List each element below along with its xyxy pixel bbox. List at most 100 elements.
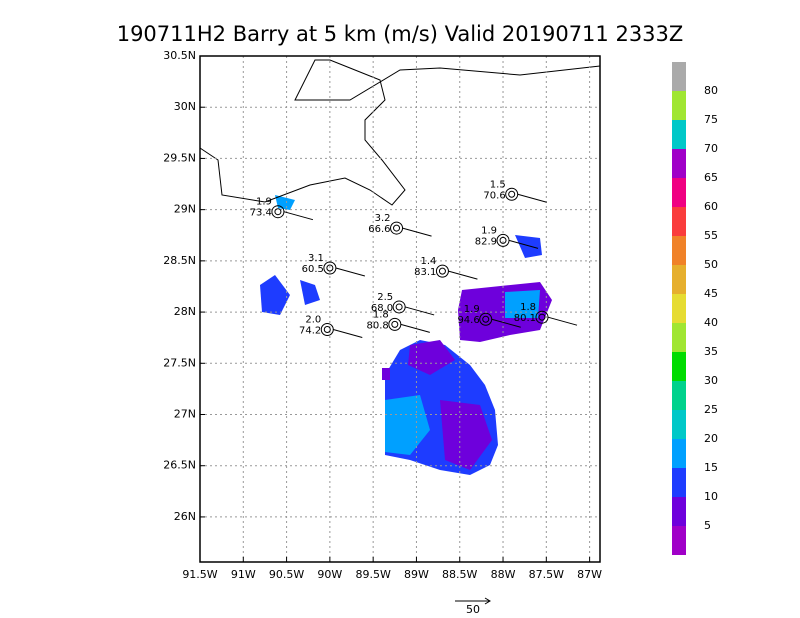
station-marker	[388, 317, 402, 331]
x-tick-label: 90W	[317, 568, 342, 581]
echo-region	[505, 290, 540, 318]
echo-region	[385, 395, 430, 455]
reference-arrowhead	[484, 597, 491, 605]
station-label: 70.6	[483, 190, 505, 201]
wind-barb	[400, 323, 430, 333]
colorbar-swatch	[672, 497, 686, 526]
colorbar-swatch	[672, 439, 686, 468]
wind-barb	[402, 227, 432, 237]
x-tick-label: 90.5W	[269, 568, 304, 581]
map-frame	[199, 55, 601, 563]
y-tick-label: 30.5N	[163, 49, 196, 62]
station-label: 82.9	[475, 236, 497, 247]
station-label: 83.1	[414, 267, 436, 278]
station-marker-inner	[326, 264, 334, 272]
wind-barb	[405, 306, 435, 316]
colorbar-label: 15	[704, 461, 718, 474]
colorbar-label: 45	[704, 287, 718, 300]
station-label: 3.1	[308, 253, 324, 264]
y-tick-label: 26.5N	[163, 459, 196, 472]
echo-field	[260, 195, 552, 475]
echo-region	[260, 275, 290, 315]
x-tick-label: 87.5W	[529, 568, 564, 581]
wind-barb	[491, 318, 521, 328]
station-label: 94.6	[457, 315, 479, 326]
colorbar-swatch	[672, 410, 686, 439]
station-label: 2.0	[305, 314, 321, 325]
station-label: 1.9	[256, 197, 272, 208]
colorbar-label: 75	[704, 113, 718, 126]
y-tick-label: 28N	[174, 305, 196, 318]
station-marker	[320, 322, 334, 336]
x-tick-label: 89.5W	[355, 568, 390, 581]
coastline	[199, 59, 601, 206]
colorbar-swatch	[672, 91, 686, 120]
colorbar-label: 65	[704, 171, 718, 184]
wind-barb	[335, 267, 366, 277]
station-label: 1.4	[421, 256, 437, 267]
reference-label: 50	[466, 603, 480, 616]
y-tick-label: 29N	[174, 203, 196, 216]
colorbar-swatch	[672, 62, 686, 91]
station-marker-inner	[499, 236, 507, 244]
colorbar-label: 5	[704, 519, 711, 532]
station-label: 1.9	[464, 304, 480, 315]
echo-region	[408, 340, 455, 375]
echo-region	[300, 280, 320, 305]
colorbar-swatch	[672, 352, 686, 381]
station-marker-inner	[391, 320, 399, 328]
colorbar-label: 35	[704, 345, 718, 358]
station-label: 2.5	[377, 292, 393, 303]
colorbar-swatch	[672, 468, 686, 497]
colorbar-label: 25	[704, 403, 718, 416]
y-tick-label: 30N	[174, 100, 196, 113]
y-tick-label: 27.5N	[163, 356, 196, 369]
station-label: 80.1	[514, 313, 536, 324]
colorbar-label: 30	[704, 374, 718, 387]
colorbar-swatch	[672, 120, 686, 149]
wind-barb	[333, 329, 363, 338]
colorbar-label: 40	[704, 316, 718, 329]
wind-barb	[448, 270, 478, 280]
station-marker	[435, 264, 449, 278]
station-marker-inner	[323, 325, 331, 333]
station-label: 3.2	[375, 213, 391, 224]
station-marker	[505, 187, 519, 201]
colorbar-label: 55	[704, 229, 718, 242]
station-label: 1.5	[490, 179, 506, 190]
y-tick-label: 26N	[174, 510, 196, 523]
colorbar-label: 10	[704, 490, 718, 503]
colorbar-swatch	[672, 381, 686, 410]
y-tick-label: 28.5N	[163, 254, 196, 267]
echo-region	[440, 400, 492, 470]
wind-barb	[283, 211, 314, 221]
station-marker	[392, 300, 406, 314]
colorbar-label: 20	[704, 432, 718, 445]
y-tick-label: 27N	[174, 408, 196, 421]
station-marker-inner	[438, 267, 446, 275]
colorbar-label: 50	[704, 258, 718, 271]
y-tick-label: 29.5N	[163, 151, 196, 164]
x-tick-label: 87W	[577, 568, 602, 581]
station-marker-inner	[274, 208, 282, 216]
echo-region	[382, 368, 390, 380]
station-label: 66.6	[368, 224, 390, 235]
colorbar-swatch	[672, 207, 686, 236]
echo-region	[515, 235, 542, 258]
station-marker-inner	[538, 313, 546, 321]
wind-barb	[517, 193, 547, 203]
station-marker-inner	[395, 303, 403, 311]
colorbar-label: 70	[704, 142, 718, 155]
station-label: 1.9	[481, 225, 497, 236]
x-tick-label: 88W	[491, 568, 516, 581]
colorbar-label: 60	[704, 200, 718, 213]
x-tick-label: 91W	[231, 568, 256, 581]
station-label: 1.8	[373, 309, 389, 320]
station-label: 68.0	[371, 303, 393, 314]
colorbar-swatch	[672, 149, 686, 178]
colorbar-swatch	[672, 178, 686, 207]
colorbar-swatch	[672, 265, 686, 294]
x-tick-label: 91.5W	[182, 568, 217, 581]
colorbar-swatch	[672, 236, 686, 265]
